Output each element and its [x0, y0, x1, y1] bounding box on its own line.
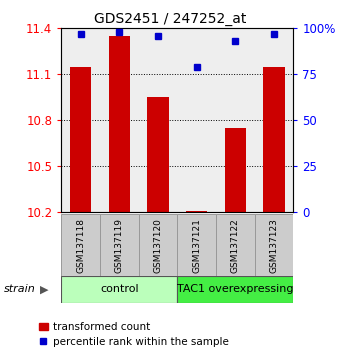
- Bar: [61, 214, 100, 276]
- Bar: [61, 276, 177, 303]
- Bar: [263, 67, 285, 212]
- Bar: [186, 211, 207, 212]
- Text: GSM137123: GSM137123: [269, 218, 279, 273]
- Text: control: control: [100, 284, 139, 295]
- Text: strain: strain: [3, 284, 35, 295]
- Text: TAC1 overexpressing: TAC1 overexpressing: [177, 284, 294, 295]
- Text: GSM137120: GSM137120: [153, 218, 163, 273]
- Bar: [70, 67, 91, 212]
- Text: ▶: ▶: [40, 284, 48, 295]
- Bar: [177, 276, 293, 303]
- Bar: [147, 97, 169, 212]
- Text: GDS2451 / 247252_at: GDS2451 / 247252_at: [94, 12, 247, 27]
- Bar: [139, 214, 177, 276]
- Bar: [100, 214, 139, 276]
- Bar: [109, 36, 130, 212]
- Bar: [216, 214, 255, 276]
- Bar: [255, 214, 293, 276]
- Text: GSM137121: GSM137121: [192, 218, 201, 273]
- Text: GSM137122: GSM137122: [231, 218, 240, 273]
- Text: GSM137118: GSM137118: [76, 218, 85, 273]
- Bar: [225, 128, 246, 212]
- Text: GSM137119: GSM137119: [115, 218, 124, 273]
- Bar: [177, 214, 216, 276]
- Legend: transformed count, percentile rank within the sample: transformed count, percentile rank withi…: [39, 322, 229, 347]
